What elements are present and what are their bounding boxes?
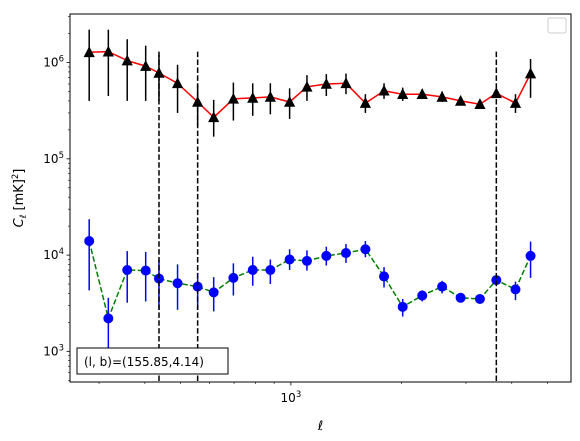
series-2-point xyxy=(397,301,408,312)
series-1-point xyxy=(247,91,259,103)
series-1-point xyxy=(208,111,220,123)
series-2-point xyxy=(122,264,133,275)
series-1-point xyxy=(509,97,522,108)
series-2-point xyxy=(265,264,276,275)
series-2-point xyxy=(103,313,114,324)
series-2-point xyxy=(301,255,312,266)
y-tick-label: 106 xyxy=(43,55,64,70)
series-1-point xyxy=(436,90,448,102)
series-1-point xyxy=(320,77,332,89)
series-2-point xyxy=(510,284,521,295)
series-2-point xyxy=(208,287,219,298)
series-1-point xyxy=(340,77,352,89)
series-1-point xyxy=(284,95,296,107)
series-2-point xyxy=(491,275,502,286)
series-1-point xyxy=(227,92,239,104)
y-tick-label: 105 xyxy=(43,151,64,166)
series-2-point xyxy=(140,265,151,276)
series-1-point xyxy=(121,54,133,66)
series-1-point xyxy=(102,45,114,57)
series-1-point xyxy=(378,84,390,96)
series-1-point xyxy=(171,77,184,89)
series-1-point xyxy=(524,67,537,79)
overlay-layer: 103 104 105 106 103 ℓ Cℓ [mK]2] (l, b)=(155.85,… xyxy=(11,13,572,434)
series-2-point xyxy=(153,273,164,284)
y-axis-label: Cℓ [mK]2] xyxy=(11,169,29,228)
annotation-text: (l, b)=(155.85,4.14) xyxy=(84,355,204,369)
legend-box xyxy=(547,17,567,34)
series-2-point xyxy=(228,272,239,283)
annotation-box xyxy=(76,347,229,375)
annotation: (l, b)=(155.85,4.14) xyxy=(76,347,229,375)
series-2-point xyxy=(437,281,448,292)
series-1-point xyxy=(301,80,313,92)
series-2-point xyxy=(172,278,183,289)
axes-frame xyxy=(69,13,572,383)
series-1-point xyxy=(397,88,409,99)
series-2-point xyxy=(321,250,332,261)
series-1-point xyxy=(83,46,95,58)
series-2-point xyxy=(340,248,351,259)
y-tick-label: 104 xyxy=(43,247,64,262)
series-2-point xyxy=(379,271,390,282)
series-2-point xyxy=(474,293,485,304)
series-1-point xyxy=(140,60,152,71)
series-2-point xyxy=(455,292,466,303)
series-1-point xyxy=(264,90,276,102)
series-1-point xyxy=(359,97,371,108)
series-2-point xyxy=(417,290,428,301)
series-2-point xyxy=(247,264,258,275)
plot-area xyxy=(83,29,537,382)
series-1-point xyxy=(455,94,467,106)
x-tick-label: 103 xyxy=(281,390,302,405)
series-1-point xyxy=(474,98,486,109)
series-2-point xyxy=(360,244,371,255)
y-tick-label: 103 xyxy=(43,343,64,358)
series-1-point xyxy=(416,88,428,99)
series-2-point xyxy=(192,281,203,292)
series-2-point xyxy=(525,250,536,261)
series-2-point xyxy=(84,236,95,247)
series-2-point xyxy=(284,254,295,265)
x-axis-label: ℓ xyxy=(317,419,323,434)
